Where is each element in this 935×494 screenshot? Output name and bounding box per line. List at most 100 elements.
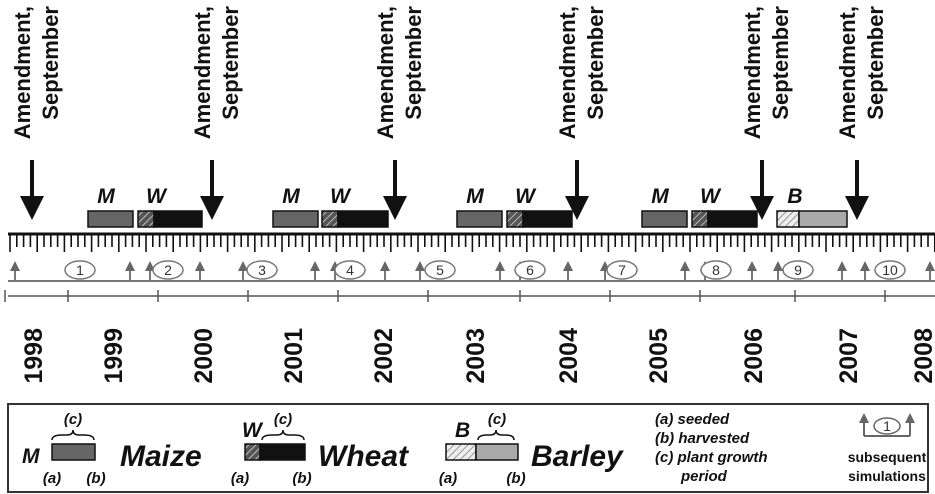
crop-bar (641, 210, 688, 228)
sim-oval (606, 260, 638, 280)
sim-number: 5 (436, 262, 444, 278)
amendment-label: September (401, 6, 426, 120)
crop-seeded (137, 210, 155, 228)
legend-wheat-name: Wheat (318, 440, 410, 473)
legend-sim-label: simulations (848, 468, 926, 484)
legend-harvested: (b) (86, 470, 105, 487)
sim-oval (424, 260, 456, 280)
sim-number: 1 (76, 262, 84, 278)
year-label: 2003 (462, 328, 490, 384)
legend-wheat-seeded (244, 443, 261, 461)
crop-letter: W (146, 185, 168, 208)
crop-letter: M (97, 185, 115, 208)
year-label: 2006 (740, 328, 768, 384)
legend-period: (c) (274, 411, 292, 428)
sim-number: 6 (526, 262, 534, 278)
legend-wheat-letter: W (242, 419, 264, 442)
amendment-label: Amendment, (373, 6, 398, 139)
legend-key: (b) harvested (655, 430, 750, 447)
sim-oval (700, 260, 732, 280)
amendment-label: September (218, 6, 243, 120)
crop-letter: M (651, 185, 669, 208)
amendment-label: September (768, 6, 793, 120)
sim-number: 9 (794, 262, 802, 278)
crop-seeded (506, 210, 524, 228)
legend-harvested: (b) (506, 470, 525, 487)
legend-barley-letter: B (455, 419, 470, 442)
crop-seeded (321, 210, 339, 228)
legend-sim-label: subsequent (848, 449, 927, 465)
crop-letter: M (282, 185, 300, 208)
crop-bar (522, 210, 573, 228)
sim-number: 2 (164, 262, 172, 278)
legend-harvested: (b) (292, 470, 311, 487)
year-label: 2007 (835, 328, 863, 384)
legend-seeded: (a) (43, 470, 61, 487)
legend-wheat-bar (259, 443, 306, 461)
crop-bar (87, 210, 134, 228)
ruler-ticks (9, 234, 935, 252)
year-label: 1999 (100, 328, 128, 384)
amendment-label: Amendment, (190, 6, 215, 139)
year-label: 2001 (280, 328, 308, 384)
legend-period: (c) (488, 411, 506, 428)
legend-period: (c) (64, 411, 82, 428)
year-label: 2002 (370, 328, 398, 384)
crop-letter: W (700, 185, 722, 208)
crop-letter: M (466, 185, 484, 208)
sim-oval (246, 260, 278, 280)
crop-bar (798, 210, 848, 228)
legend-box (7, 403, 929, 493)
sim-oval (782, 260, 814, 280)
sim-number: 8 (712, 262, 720, 278)
legend-sim-number: 1 (883, 418, 891, 434)
crop-seeded (776, 210, 800, 228)
sim-oval (334, 260, 366, 280)
legend-key: (c) plant growth (655, 449, 768, 466)
sim-number: 10 (882, 262, 898, 278)
legend-maize-letter: M (22, 445, 40, 468)
brace (477, 429, 515, 441)
legend-barley-name: Barley (531, 440, 624, 473)
sim-number: 4 (346, 262, 354, 278)
legend-maize-bar (51, 443, 96, 461)
brace (261, 429, 305, 441)
crop-letter: W (515, 185, 537, 208)
sim-oval (873, 417, 901, 435)
crop-bar (337, 210, 389, 228)
legend-seeded: (a) (439, 470, 457, 487)
sim-number: 3 (258, 262, 266, 278)
crop-letter: W (330, 185, 352, 208)
amendment-label: Amendment, (835, 6, 860, 139)
year-label: 2004 (555, 328, 583, 384)
legend-maize-name: Maize (120, 440, 202, 473)
amendment-label: Amendment, (555, 6, 580, 139)
legend-barley-bar (475, 443, 519, 461)
crop-bar (153, 210, 203, 228)
amendment-label: September (38, 6, 63, 120)
legend-key: period (680, 468, 728, 485)
amendment-label: Amendment, (10, 6, 35, 139)
crop-letter: B (787, 185, 802, 208)
year-label: 2005 (645, 328, 673, 384)
crop-bar (272, 210, 319, 228)
sim-number: 7 (618, 262, 626, 278)
sim-oval (152, 260, 184, 280)
legend-key: (a) seeded (655, 411, 730, 428)
sim-oval (874, 260, 906, 280)
legend-seeded: (a) (231, 470, 249, 487)
year-label: 1998 (20, 328, 48, 384)
year-label: 2008 (910, 328, 935, 384)
crop-bar (456, 210, 503, 228)
amendment-label: Amendment, (740, 6, 765, 139)
legend-barley-seeded (445, 443, 477, 461)
brace (51, 429, 95, 441)
crop-seeded (691, 210, 709, 228)
year-label: 2000 (190, 328, 218, 384)
amendment-label: September (863, 6, 888, 120)
crop-bar (707, 210, 758, 228)
sim-oval (514, 260, 546, 280)
sim-oval (64, 260, 96, 280)
amendment-label: September (583, 6, 608, 120)
